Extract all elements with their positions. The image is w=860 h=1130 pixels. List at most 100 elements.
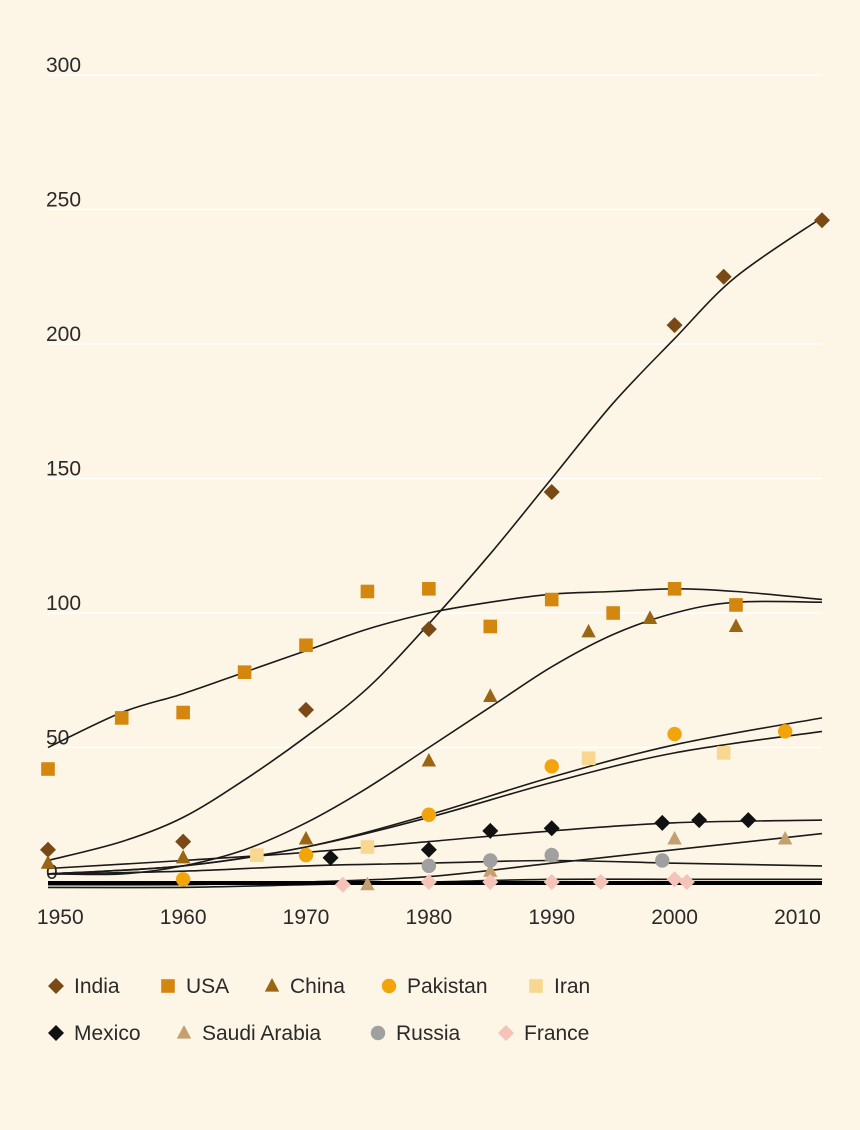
- point-mexico-0: [322, 849, 339, 866]
- legend-item-france: France: [498, 1022, 589, 1045]
- point-france-6: [678, 874, 695, 890]
- point-france-2: [482, 874, 499, 890]
- x-tick-label-1960: 1960: [160, 906, 207, 929]
- point-pakistan-5: [777, 724, 793, 739]
- x-tick-label-2000: 2000: [651, 906, 698, 929]
- y-tick-label-50: 50: [46, 727, 69, 750]
- y-tick-label-150: 150: [46, 458, 81, 481]
- point-india-2: [298, 701, 314, 718]
- point-usa-9: [606, 606, 620, 620]
- point-mexico-3: [543, 820, 560, 837]
- point-russia-3: [655, 853, 670, 868]
- point-saudi-arabia-1: [483, 863, 498, 877]
- point-france-0: [334, 876, 351, 893]
- point-russia-1: [483, 853, 498, 868]
- point-france-3: [543, 874, 560, 890]
- point-china-0: [40, 855, 56, 869]
- trend-line-iran: [47, 730, 823, 875]
- x-tick-label-1990: 1990: [528, 906, 575, 929]
- grid-layer: [48, 74, 822, 749]
- trend-line-india: [47, 216, 823, 862]
- legend-label-russia: Russia: [396, 1022, 461, 1045]
- x-tick-label-1950: 1950: [37, 906, 84, 929]
- point-pakistan-3: [544, 759, 559, 774]
- point-india-6: [715, 268, 732, 285]
- point-france-4: [592, 874, 609, 890]
- point-pakistan-1: [298, 847, 314, 863]
- legend-item-saudi-arabia: Saudi Arabia: [176, 1022, 321, 1045]
- point-usa-0: [41, 762, 55, 776]
- y-tick-label-200: 200: [46, 323, 81, 346]
- point-russia-0: [421, 858, 437, 874]
- point-pakistan-0: [175, 872, 191, 887]
- point-iran-3: [716, 746, 731, 760]
- point-saudi-arabia-3: [667, 830, 682, 845]
- legend-item-mexico: Mexico: [48, 1022, 141, 1045]
- y-tick-label-250: 250: [46, 189, 81, 212]
- legend-item-pakistan: Pakistan: [381, 975, 488, 998]
- point-china-1: [175, 849, 191, 864]
- point-china-5: [581, 623, 596, 638]
- point-russia-2: [544, 847, 559, 863]
- legend-item-china: China: [264, 975, 345, 998]
- x-tick-label-2010: 2010: [774, 906, 821, 929]
- point-saudi-arabia-0: [360, 876, 375, 891]
- y-tick-labels: 0 50 100 150 200 250 300: [46, 54, 81, 884]
- point-mexico-2: [482, 822, 499, 839]
- point-mexico-6: [740, 812, 757, 829]
- legend-label-iran: Iran: [554, 975, 590, 998]
- point-india-3: [420, 621, 437, 638]
- point-france-1: [420, 874, 437, 890]
- point-pakistan-4: [667, 726, 682, 742]
- legend-label-usa: USA: [186, 975, 229, 998]
- trend-line-mexico: [47, 819, 823, 870]
- y-tick-label-100: 100: [46, 592, 81, 615]
- point-iran-1: [360, 840, 375, 854]
- point-usa-2: [176, 705, 190, 720]
- x-tick-label-1980: 1980: [405, 906, 452, 929]
- point-usa-8: [544, 592, 559, 607]
- point-usa-10: [667, 581, 682, 596]
- data-points: [40, 212, 830, 893]
- legend-marker-saudi-arabia: [176, 1025, 192, 1039]
- point-india-5: [666, 317, 683, 334]
- point-usa-3: [237, 665, 252, 679]
- x-tick-label-1970: 1970: [283, 906, 330, 929]
- legend-marker-china: [264, 978, 280, 992]
- legend-marker-india: [48, 978, 64, 994]
- legend-marker-france: [498, 1025, 514, 1041]
- point-iran-0: [250, 848, 264, 862]
- point-usa-4: [299, 638, 313, 653]
- legend-label-mexico: Mexico: [74, 1022, 141, 1045]
- point-usa-7: [483, 619, 498, 634]
- legend-label-pakistan: Pakistan: [407, 975, 488, 998]
- point-usa-6: [422, 581, 436, 596]
- point-china-7: [728, 618, 744, 633]
- point-india-4: [543, 483, 560, 500]
- point-saudi-arabia-4: [777, 830, 793, 845]
- legend-item-iran: Iran: [529, 975, 590, 998]
- legend-item-india: India: [48, 975, 120, 998]
- point-usa-1: [114, 711, 129, 725]
- point-china-3: [421, 752, 437, 767]
- point-usa-5: [360, 584, 375, 599]
- point-china-4: [483, 688, 498, 702]
- point-usa-11: [729, 598, 743, 612]
- legend-label-india: India: [74, 975, 120, 998]
- legend: India USA China Pakistan Iran Mexico Saudi Ara…: [48, 975, 590, 1045]
- legend-marker-pakistan: [381, 978, 397, 994]
- y-tick-label-300: 300: [46, 54, 81, 77]
- point-india-7: [814, 212, 830, 229]
- x-tick-labels: 1950 1960 1970 1980 1990 2000 2010: [37, 906, 821, 929]
- y-tick-label-0: 0: [46, 861, 58, 884]
- legend-marker-iran: [529, 979, 543, 993]
- legend-marker-mexico: [48, 1025, 64, 1041]
- point-france-5: [666, 871, 683, 888]
- point-china-2: [298, 830, 314, 845]
- point-mexico-1: [420, 841, 437, 858]
- legend-label-china: China: [290, 975, 345, 998]
- point-india-0: [40, 841, 56, 858]
- point-mexico-5: [691, 812, 708, 829]
